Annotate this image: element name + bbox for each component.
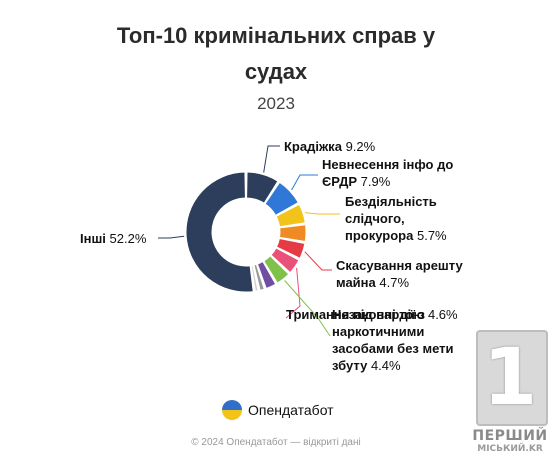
donut-slice-2	[275, 203, 306, 228]
watermark-box	[476, 330, 548, 426]
watermark-logo: 1 ПЕРШИЙ МІСЬКИЙ.KR	[470, 330, 550, 458]
donut-slice-1	[264, 181, 299, 216]
donut-slice-7	[256, 260, 277, 290]
label-skasuvannia: Скасування арешту майна 4.7%	[336, 257, 463, 291]
leader-line-1	[291, 174, 318, 191]
label-bezdiialnist-name-l2: слідчого,	[345, 211, 405, 226]
donut-slice-5	[270, 247, 300, 274]
label-nevnesennia-name-l1: Невнесення інфо до	[322, 157, 454, 172]
label-nevnesennia-name-l2: ЄРДР	[322, 174, 358, 189]
leader-line-2	[304, 212, 340, 215]
label-bezdiialnist-name-l1: Бездіяльність	[345, 194, 437, 209]
label-trymannia-name: Тримання під вартою	[286, 307, 425, 322]
leader-line-0	[263, 145, 280, 173]
label-nezakonni-name-l4: збуту	[332, 358, 368, 373]
label-kradizhka-name: Крадіжка	[284, 139, 342, 154]
donut-slice-3	[279, 224, 307, 243]
opendatabot-logo-icon	[222, 400, 242, 420]
label-bezdiialnist-name-l3: прокурора	[345, 228, 414, 243]
chart-title-line-1: Топ-10 кримінальних справ у	[116, 23, 436, 48]
label-bezdiialnist: Бездіяльність слідчого, прокурора 5.7%	[345, 193, 447, 244]
leader-line-10	[158, 235, 185, 239]
label-nezakonni-name-l3: засобами без мети	[332, 341, 454, 356]
donut-slice-4	[275, 237, 306, 259]
label-nezakonni-value: 4.4%	[370, 358, 401, 373]
label-inshi: Інші 52.2%	[80, 230, 146, 247]
label-inshi-name: Інші	[80, 231, 106, 246]
watermark-digit: 1	[482, 333, 538, 423]
watermark-line2: МІСЬКИЙ.KR	[477, 444, 543, 454]
chart-title-line-2: судах	[244, 59, 308, 84]
chart-subtitle: 2023	[257, 94, 295, 113]
leader-line-5	[285, 267, 301, 319]
label-trymannia-value: 4.6%	[427, 307, 458, 322]
donut-slice-10	[185, 171, 254, 293]
label-skasuvannia-name-l1: Скасування арешту	[336, 258, 463, 273]
brand: Опендатабот	[222, 400, 334, 420]
leader-line-6	[284, 280, 331, 337]
label-nevnesennia: Невнесення інфо до ЄРДР 7.9%	[322, 156, 453, 190]
label-nezakonni: Незаконні дії з наркотичними засобами бе…	[332, 306, 454, 374]
donut-slice-9	[250, 264, 259, 292]
label-nezakonni-name-l1: Незаконні дії з	[332, 307, 425, 322]
donut-slice-6	[263, 255, 290, 284]
label-kradizhka: Крадіжка 9.2%	[284, 138, 375, 155]
donut-slice-0	[246, 171, 279, 204]
label-inshi-value: 52.2%	[109, 231, 147, 246]
donut-slice-8	[253, 263, 265, 291]
label-skasuvannia-name-l2: майна	[336, 275, 376, 290]
label-trymannia: Тримання під вартою 4.6%	[286, 306, 458, 323]
watermark-line1: ПЕРШИЙ	[472, 428, 548, 444]
label-bezdiialnist-value: 5.7%	[416, 228, 447, 243]
label-nezakonni-name-l2: наркотичними	[332, 324, 425, 339]
label-skasuvannia-value: 4.7%	[379, 275, 410, 290]
label-nevnesennia-value: 7.9%	[360, 174, 391, 189]
brand-name: Опендатабот	[248, 402, 334, 418]
leader-line-4	[304, 251, 332, 271]
footer-copyright: © 2024 Опендатабот — відкриті дані	[191, 437, 361, 448]
label-kradizhka-value: 9.2%	[345, 139, 376, 154]
